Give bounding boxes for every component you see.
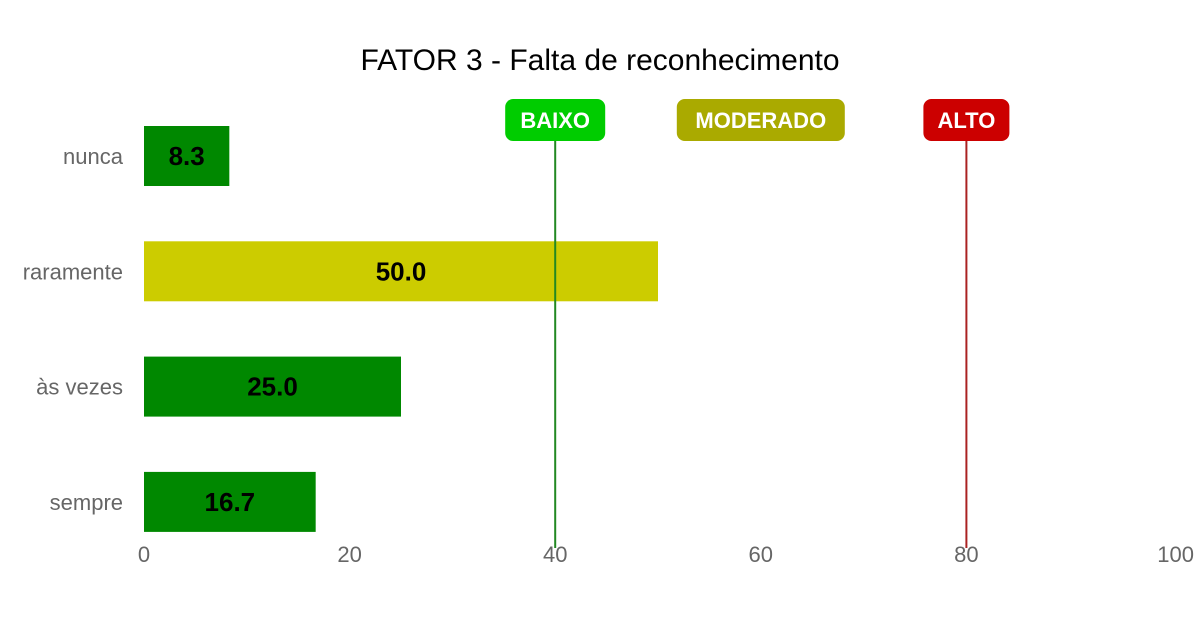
bar-1 (144, 241, 658, 302)
data-label-3: 16.7 (205, 487, 256, 517)
data-label-1: 50.0 (376, 256, 427, 286)
chart-title: FATOR 3 - Falta de reconhecimento (360, 44, 839, 77)
bar-2 (144, 356, 401, 417)
badge-label-moderado: MODERADO (695, 108, 826, 133)
category-labels: nunca raramente às vezes sempre (23, 144, 124, 515)
category-label-2: às vezes (36, 375, 123, 400)
data-label-0: 8.3 (169, 141, 205, 171)
category-label-0: nunca (63, 144, 124, 169)
data-label-2: 25.0 (247, 372, 298, 402)
reference-lines: BAIXO MODERADO ALTO (505, 99, 1010, 548)
x-axis-ticks: 0 20 40 60 80 100 (138, 542, 1194, 567)
category-label-1: raramente (23, 259, 123, 284)
x-tick-label-3: 60 (749, 542, 773, 567)
bar-3 (144, 471, 316, 532)
bar-0 (144, 126, 230, 186)
badge-label-alto: ALTO (937, 108, 995, 133)
x-tick-label-5: 100 (1157, 542, 1194, 567)
badge-moderado (676, 99, 845, 141)
category-label-3: sempre (50, 490, 123, 515)
bars-group: 8.3 50.0 25.0 16.7 (144, 126, 658, 532)
x-tick-label-0: 0 (138, 542, 150, 567)
badge-alto (923, 99, 1010, 141)
badge-baixo (505, 99, 606, 141)
badge-label-baixo: BAIXO (520, 108, 590, 133)
x-tick-label-1: 20 (337, 542, 361, 567)
